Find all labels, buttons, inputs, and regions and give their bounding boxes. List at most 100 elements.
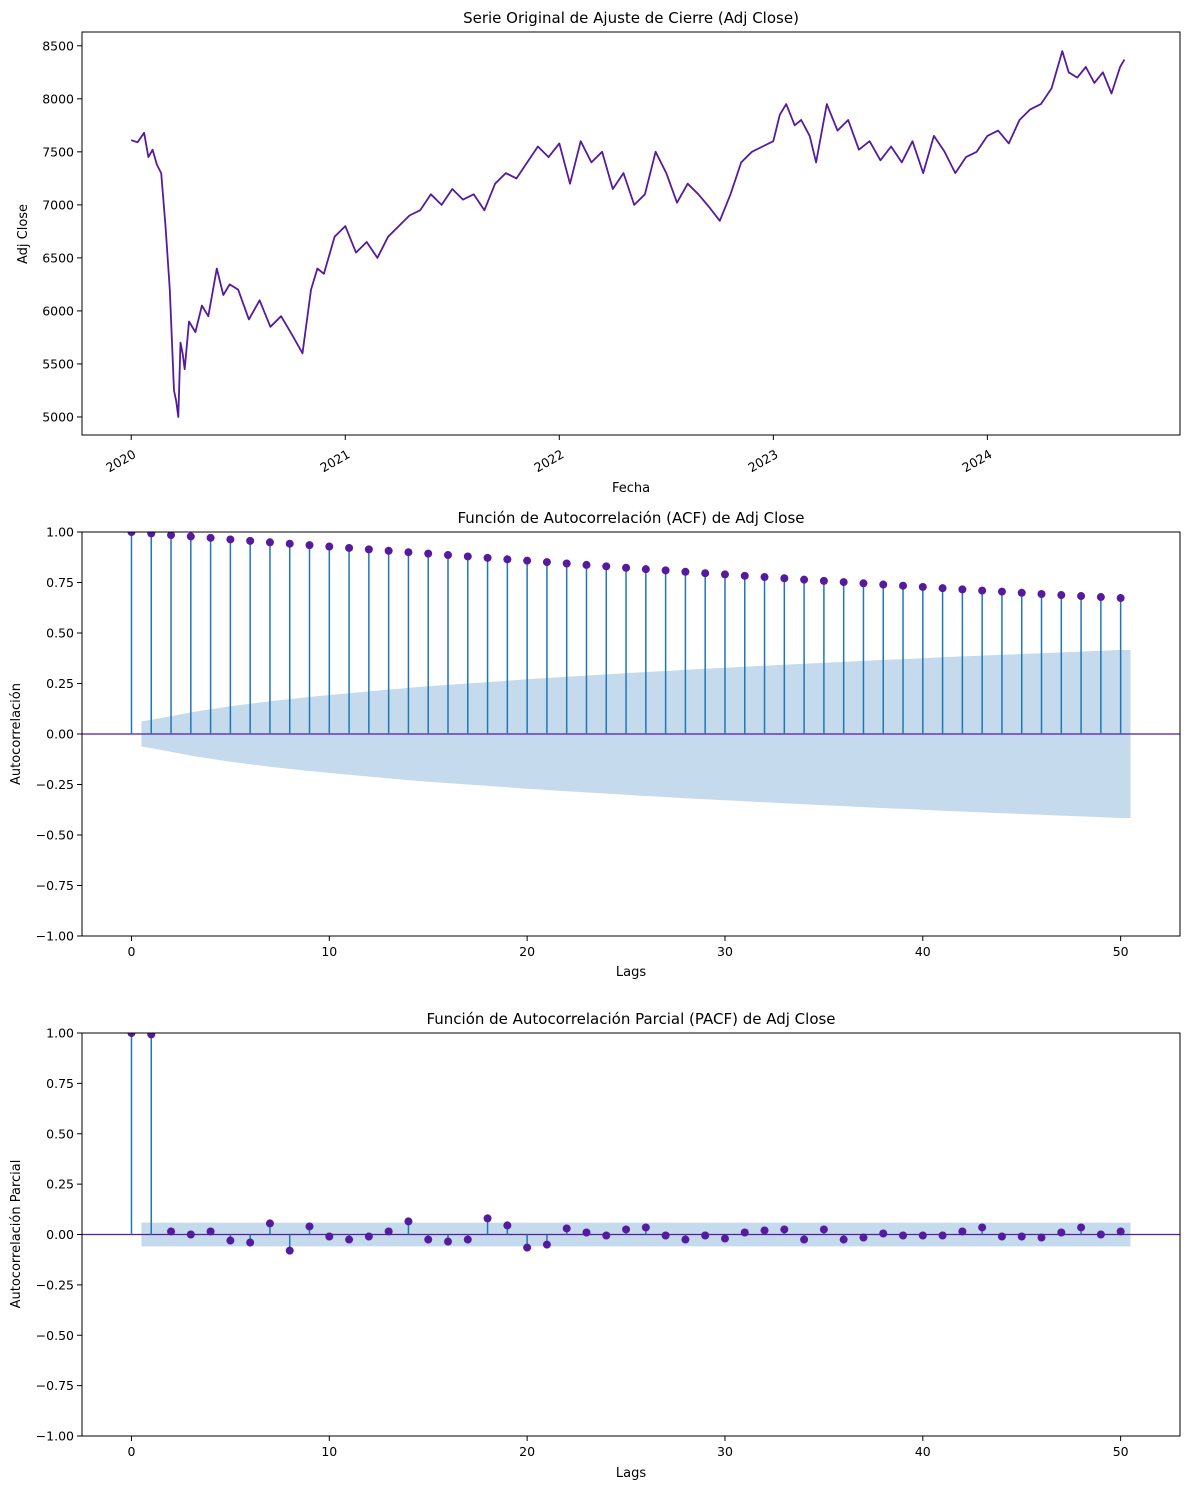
stem-marker	[1116, 1227, 1125, 1236]
acf-stem-chart: Función de Autocorrelación (ACF) de Adj …	[9, 509, 1181, 980]
y-tick-label: 8500	[42, 38, 74, 53]
stem-marker	[186, 1230, 195, 1239]
x-tick-label: 0	[127, 1444, 135, 1459]
plot-marks	[82, 532, 1180, 818]
stem-marker	[444, 1237, 452, 1246]
y-tick-label: −1.00	[36, 1429, 74, 1444]
stem-marker	[424, 549, 433, 558]
stem-marker	[424, 1235, 433, 1244]
stem-marker	[938, 584, 947, 593]
stem-marker	[720, 1234, 729, 1243]
stem-marker	[503, 555, 512, 564]
stem-marker	[542, 1240, 551, 1249]
stem-marker	[1037, 590, 1046, 599]
stem-marker	[958, 585, 967, 594]
stem-marker	[463, 552, 472, 561]
stem-marker	[127, 532, 136, 536]
stem-marker	[503, 1221, 512, 1230]
stem-marker	[1116, 594, 1125, 603]
y-tick-label: 5500	[42, 356, 74, 371]
stem-marker	[622, 563, 631, 572]
stem-marker	[1077, 1223, 1086, 1232]
x-tick-label: 30	[717, 1444, 733, 1459]
stem-marker	[483, 1214, 492, 1223]
stem-marker	[186, 532, 195, 541]
stem-marker	[483, 553, 492, 562]
plot-area: −1.00 −0.75 −0.50 −0.25 0.00 0.25 0.50 0.75 1.00…	[36, 525, 1181, 959]
y-axis-label: Autocorrelación Parcial	[9, 1160, 24, 1309]
x-tick-label: 30	[717, 944, 733, 959]
stem-marker	[661, 566, 670, 575]
stem-marker	[444, 551, 452, 560]
stem-marker	[602, 1231, 611, 1240]
stem-marker	[226, 1236, 235, 1245]
stem-marker	[819, 576, 828, 585]
y-axis-label: Autocorrelación	[9, 683, 24, 785]
stem-marker	[364, 1232, 373, 1241]
x-axis-label: Fecha	[612, 481, 650, 496]
stem-marker	[542, 558, 551, 567]
plot-area: −1.00 −0.75 −0.50 −0.25 0.00 0.25 0.50 0.75 1.00…	[36, 1026, 1181, 1459]
stem-marker	[622, 1225, 631, 1234]
y-tick-label: −0.75	[36, 878, 74, 893]
y-tick-label: 1.00	[46, 1026, 74, 1041]
stem-marker	[562, 559, 571, 568]
stem-marker	[1057, 591, 1066, 600]
stem-marker	[859, 1233, 868, 1242]
stem-marker	[463, 1235, 472, 1244]
stem-marker	[325, 1232, 334, 1241]
stem-marker	[384, 546, 393, 555]
y-tick-label: 1.00	[46, 525, 74, 540]
stem-marker	[246, 536, 255, 545]
y-tick-label: −0.50	[36, 828, 74, 843]
stem-marker	[147, 532, 156, 538]
plot-frame	[81, 31, 1181, 436]
y-tick-label: −0.25	[36, 1277, 74, 1292]
stem-marker	[167, 532, 176, 540]
y-tick-label: 6500	[42, 250, 74, 265]
stem-marker	[839, 1235, 848, 1244]
stem-marker	[305, 541, 314, 550]
stem-marker	[800, 1235, 809, 1244]
stem-marker	[265, 1219, 274, 1228]
stem-marker	[582, 560, 591, 569]
stem-marker	[958, 1227, 967, 1236]
stem-marker	[1096, 593, 1105, 602]
y-tick-label: −1.00	[36, 929, 74, 944]
stem-marker	[246, 1238, 255, 1247]
stem-marker	[206, 533, 215, 542]
plot-marks	[130, 50, 1126, 418]
x-tick-label: 10	[321, 1444, 337, 1459]
stem-marker	[859, 579, 868, 588]
x-tick-label: 20	[519, 944, 535, 959]
plot-marks	[82, 1033, 1180, 1255]
stem-marker	[760, 573, 769, 582]
y-axis-label: Adj Close	[16, 204, 31, 264]
y-tick-label: 8000	[42, 91, 74, 106]
stem-marker	[701, 569, 710, 578]
chart-title: Serie Original de Ajuste de Cierre (Adj …	[463, 9, 799, 27]
stem-marker	[265, 538, 274, 547]
x-tick-label: 2024	[959, 446, 994, 475]
stem-marker	[523, 1243, 532, 1252]
stem-marker	[918, 582, 927, 591]
y-tick-label: 0.25	[46, 1177, 74, 1192]
stem-marker	[740, 1228, 749, 1237]
stem-marker	[661, 1231, 670, 1240]
stem-marker	[127, 1033, 136, 1037]
series-line	[130, 50, 1126, 418]
stem-marker	[1017, 1232, 1026, 1241]
x-tick-label: 20	[519, 1444, 535, 1459]
stem-marker	[819, 1225, 828, 1234]
y-tick-label: 7500	[42, 144, 74, 159]
stem-marker	[839, 578, 848, 587]
y-tick-label: 0.00	[46, 1227, 74, 1242]
stem-marker	[404, 548, 413, 557]
pacf-stem-chart: Función de Autocorrelación Parcial (PACF…	[9, 1010, 1181, 1481]
stem-marker	[364, 545, 373, 554]
stem-marker	[879, 580, 888, 589]
x-tick-label: 2022	[531, 446, 566, 475]
stem-marker	[938, 1231, 947, 1240]
x-axis-label: Lags	[616, 965, 646, 980]
